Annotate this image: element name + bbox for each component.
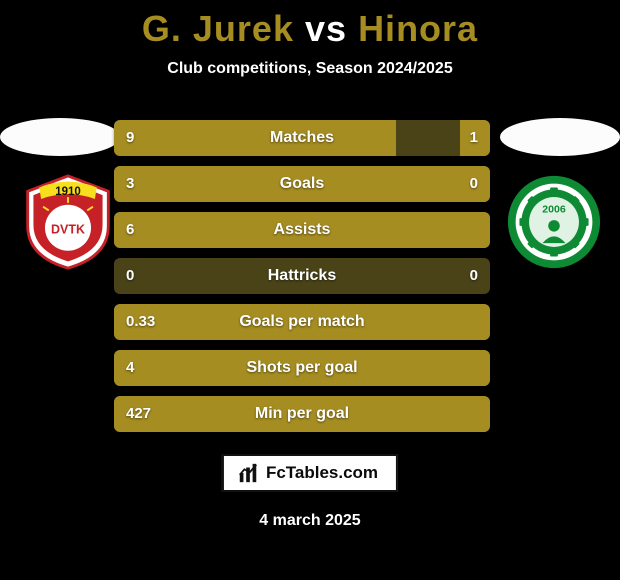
stat-value-left: 0.33 — [126, 304, 155, 340]
stat-value-left: 0 — [126, 258, 134, 294]
stat-row: 30Goals — [114, 166, 490, 202]
stat-row: 427Min per goal — [114, 396, 490, 432]
stat-fill-left — [114, 350, 490, 386]
stat-value-right: 0 — [470, 166, 478, 202]
stat-value-left: 9 — [126, 120, 134, 156]
stat-value-right: 0 — [470, 258, 478, 294]
stat-value-left: 427 — [126, 396, 151, 432]
badge-shadow-right — [500, 118, 620, 156]
stat-value-left: 3 — [126, 166, 134, 202]
stat-value-right: 1 — [470, 120, 478, 156]
stat-value-left: 4 — [126, 350, 134, 386]
badge-right-year: 2006 — [542, 203, 566, 215]
badge-shadow-left — [0, 118, 120, 156]
vs-word: vs — [305, 8, 347, 49]
stat-label: Hattricks — [114, 258, 490, 294]
stat-row: 4Shots per goal — [114, 350, 490, 386]
bar-chart-icon — [238, 462, 260, 484]
stat-fill-left — [114, 166, 490, 202]
stat-fill-left — [114, 120, 396, 156]
stat-fill-left — [114, 304, 490, 340]
brand-box: FcTables.com — [222, 454, 398, 492]
stat-value-left: 6 — [126, 212, 134, 248]
stats-bars: 91Matches30Goals6Assists00Hattricks0.33G… — [114, 120, 490, 442]
stat-fill-left — [114, 396, 490, 432]
subtitle: Club competitions, Season 2024/2025 — [0, 60, 620, 78]
brand-text: FcTables.com — [266, 463, 378, 483]
badge-left-year: 1910 — [55, 186, 81, 198]
stat-row: 0.33Goals per match — [114, 304, 490, 340]
svg-text:DVTK: DVTK — [51, 223, 85, 237]
shield-icon: 1910 DVTK — [20, 174, 116, 270]
club-badge-left: 1910 DVTK — [20, 174, 116, 270]
date-line: 4 march 2025 — [0, 512, 620, 530]
stat-fill-left — [114, 212, 490, 248]
ring-badge-icon: 2006 — [506, 174, 602, 270]
player2-name: Hinora — [358, 8, 478, 49]
club-badge-right: 2006 — [506, 174, 602, 270]
stat-row: 0 0Hattricks — [114, 258, 490, 294]
player1-name: G. Jurek — [142, 8, 294, 49]
stat-row: 6Assists — [114, 212, 490, 248]
stat-row: 91Matches — [114, 120, 490, 156]
page-title: G. Jurek vs Hinora — [0, 0, 620, 50]
